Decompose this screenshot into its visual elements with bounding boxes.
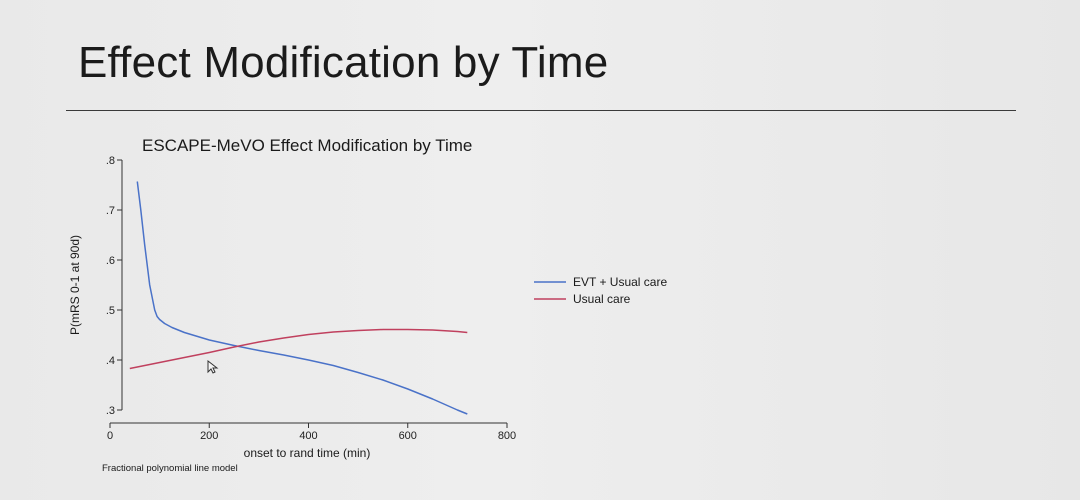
y-tick-label: .8: [106, 155, 115, 167]
x-tick-label: 200: [200, 430, 218, 442]
legend-label: EVT + Usual care: [573, 275, 667, 289]
chart-lines: [129, 181, 468, 415]
chart-axes: .3 .4 .5 .6 .7 .8 0 200 400 600 800: [106, 155, 516, 442]
y-axis-label: P(mRS 0-1 at 90d): [68, 235, 82, 335]
y-tick-label: .4: [106, 355, 115, 367]
x-tick-label: 0: [107, 430, 113, 442]
cursor-icon: [207, 359, 219, 374]
x-axis-label: onset to rand time (min): [244, 446, 371, 460]
chart-legend: EVT + Usual care Usual care: [534, 275, 667, 306]
x-tick-label: 400: [299, 430, 317, 442]
model-note: Fractional polynomial line model: [102, 463, 238, 474]
series-line-1: [136, 181, 468, 415]
title-divider: [66, 110, 1016, 111]
y-tick-label: .5: [106, 305, 115, 317]
y-tick-label: .3: [106, 405, 115, 417]
slide-title: Effect Modification by Time: [78, 38, 609, 87]
y-tick-label: .7: [106, 205, 115, 217]
y-tick-label: .6: [106, 255, 115, 267]
series-line-2: [129, 328, 468, 370]
x-tick-label: 800: [498, 430, 516, 442]
chart-title: ESCAPE-MeVO Effect Modification by Time: [142, 136, 472, 155]
legend-label: Usual care: [573, 292, 631, 306]
x-tick-label: 600: [399, 430, 417, 442]
